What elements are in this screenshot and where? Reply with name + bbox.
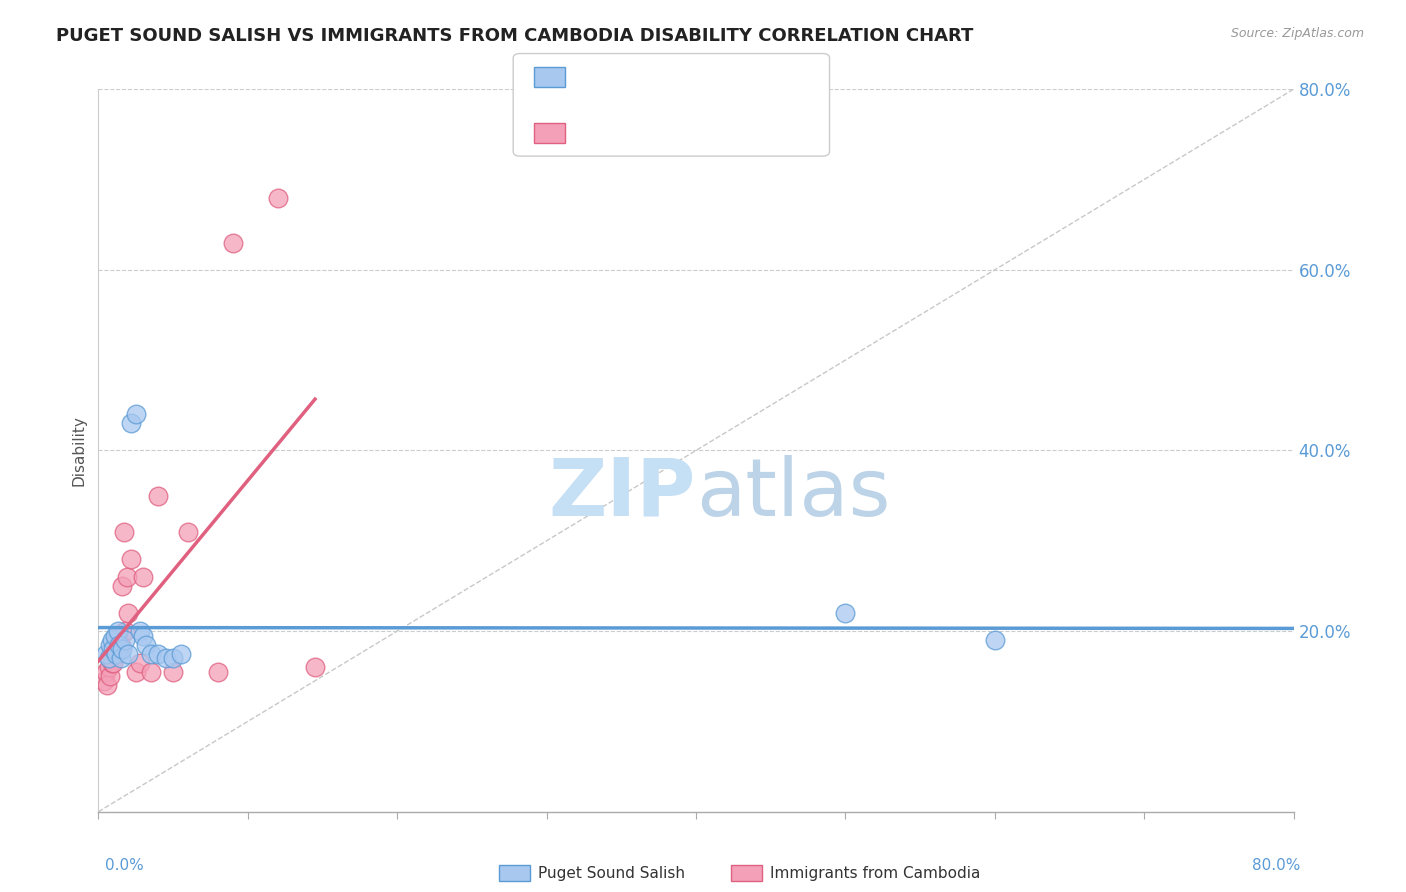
Point (104, 638, 127, 652)
Point (125, 665, 148, 679)
Point (111, 579, 134, 593)
Point (108, 642, 131, 657)
Point (304, 660, 326, 674)
Point (94, 647, 117, 661)
Point (207, 665, 229, 679)
Point (834, 606, 856, 620)
Text: Puget Sound Salish: Puget Sound Salish (538, 866, 686, 880)
Point (103, 656, 125, 670)
Point (267, 191, 290, 205)
Text: atlas: atlas (696, 455, 890, 533)
Text: R = 0.421   N = 29: R = 0.421 N = 29 (576, 124, 734, 142)
Text: PUGET SOUND SALISH VS IMMIGRANTS FROM CAMBODIA DISABILITY CORRELATION CHART: PUGET SOUND SALISH VS IMMIGRANTS FROM CA… (56, 27, 973, 45)
Point (114, 624, 136, 639)
Point (93, 673, 115, 688)
Point (110, 638, 132, 652)
Point (162, 651, 184, 665)
Point (139, 647, 162, 661)
Point (97, 660, 120, 674)
Point (139, 665, 162, 679)
Point (105, 647, 128, 661)
Point (222, 235, 245, 250)
Point (132, 570, 155, 584)
Point (98, 638, 122, 652)
Point (129, 624, 152, 639)
Point (111, 642, 134, 657)
Point (112, 524, 135, 539)
Point (177, 524, 200, 539)
Point (108, 638, 131, 652)
Point (148, 489, 170, 503)
Point (115, 570, 138, 584)
Point (101, 633, 124, 648)
Text: R = 0.159   N = 25: R = 0.159 N = 25 (576, 68, 734, 86)
Point (107, 624, 129, 639)
Point (107, 629, 129, 643)
Text: Immigrants from Cambodia: Immigrants from Cambodia (770, 866, 981, 880)
Point (155, 651, 177, 665)
Point (114, 633, 136, 648)
Point (132, 629, 155, 643)
Point (104, 629, 127, 643)
Point (120, 551, 142, 566)
Point (129, 656, 152, 670)
Point (117, 606, 139, 620)
Point (148, 647, 170, 661)
Point (98, 669, 122, 683)
Point (169, 647, 191, 661)
Y-axis label: Disability: Disability (72, 415, 87, 486)
Point (105, 647, 128, 661)
Text: ZIP: ZIP (548, 455, 696, 533)
Point (103, 642, 125, 657)
Point (96, 678, 118, 692)
Point (117, 647, 139, 661)
Point (94, 665, 117, 679)
Text: Source: ZipAtlas.com: Source: ZipAtlas.com (1230, 27, 1364, 40)
Point (984, 633, 1007, 648)
Point (101, 656, 124, 670)
Point (120, 417, 142, 431)
Text: 0.0%: 0.0% (105, 858, 145, 872)
Text: 80.0%: 80.0% (1253, 858, 1301, 872)
Point (135, 638, 157, 652)
Point (162, 665, 184, 679)
Point (97, 651, 120, 665)
Point (125, 407, 148, 422)
Point (110, 651, 132, 665)
